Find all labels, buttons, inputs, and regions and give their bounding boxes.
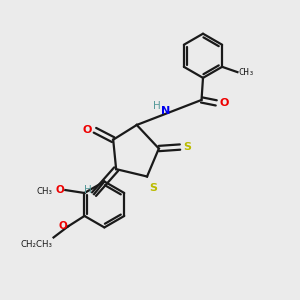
Text: CH₃: CH₃: [36, 187, 52, 196]
Text: O: O: [220, 98, 229, 108]
Text: CH₃: CH₃: [238, 68, 254, 76]
Text: O: O: [55, 185, 64, 195]
Text: CH₂CH₃: CH₂CH₃: [21, 240, 53, 249]
Text: N: N: [161, 106, 170, 116]
Text: O: O: [82, 125, 92, 135]
Text: H: H: [154, 101, 161, 111]
Text: H: H: [84, 185, 92, 195]
Text: S: S: [184, 142, 192, 152]
Text: S: S: [149, 183, 158, 193]
Text: O: O: [58, 221, 67, 231]
